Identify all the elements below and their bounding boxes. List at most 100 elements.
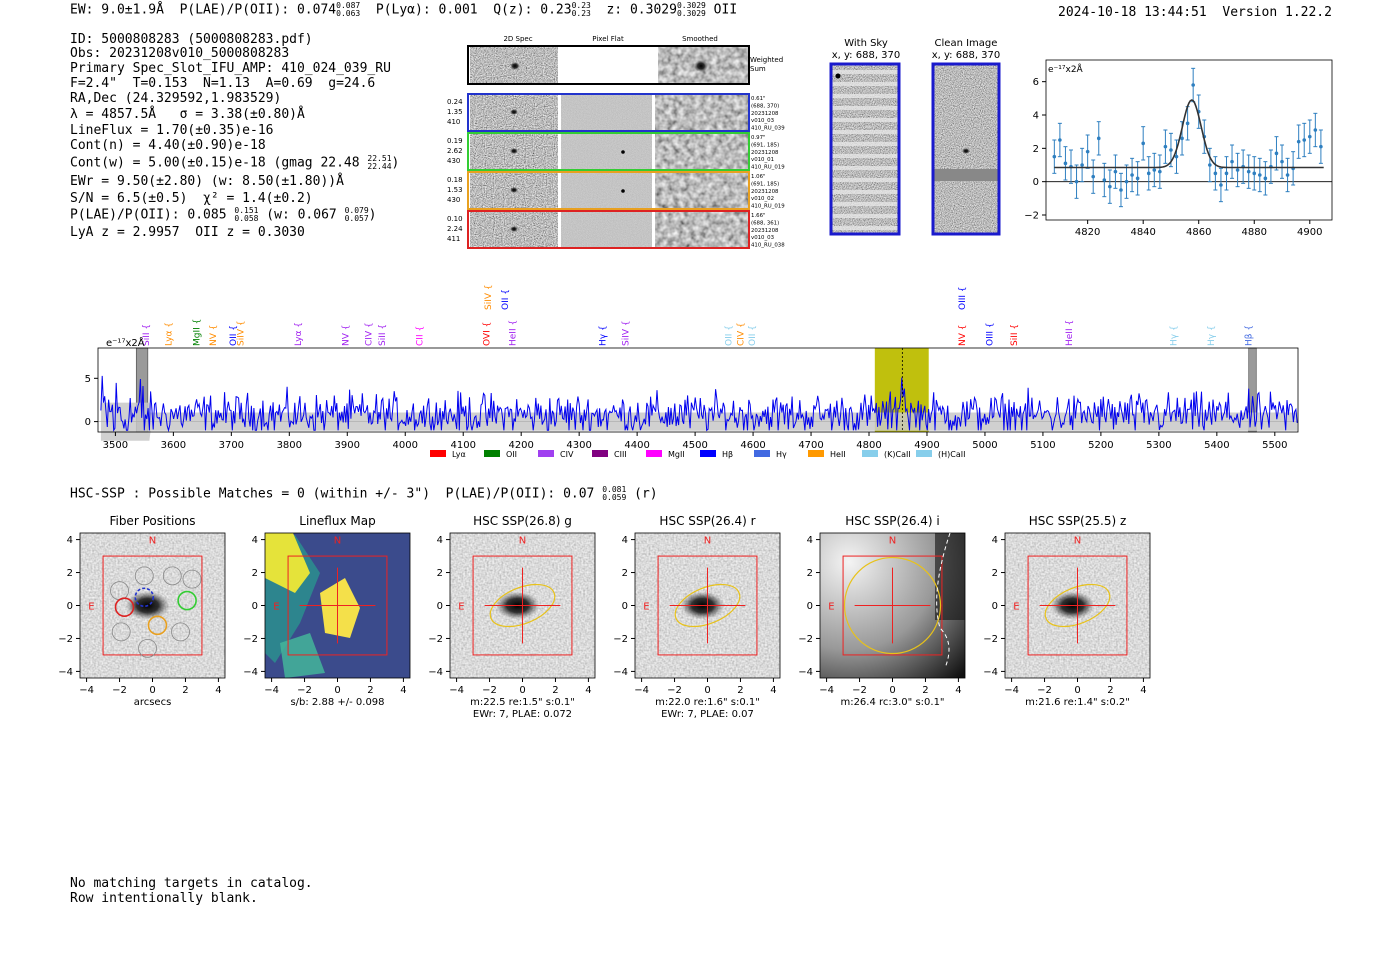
weighted-frame xyxy=(467,45,750,85)
data-point xyxy=(1307,119,1312,154)
point-marker xyxy=(1258,173,1262,177)
emission-line-label: SiIV { xyxy=(622,320,632,346)
emission-line-label: HeII { xyxy=(1065,320,1075,346)
aperture-ellipse xyxy=(674,583,741,628)
hsc-panel-3: HSC SSP(26.8) g N E −4 −4 −2 −2 0 0 2 2 4 4 m:22.5 re… xyxy=(428,514,596,720)
sky-line xyxy=(832,142,898,146)
row-right-info: 410_RU_019 xyxy=(751,165,785,171)
data-point xyxy=(1113,154,1118,189)
data-point xyxy=(1141,126,1146,161)
legend-label: Hγ xyxy=(776,450,787,459)
point-marker xyxy=(1058,138,1062,142)
point-marker xyxy=(1130,173,1134,177)
col-header-pixelflat: Pixel Flat xyxy=(592,35,624,43)
search-box xyxy=(842,555,943,656)
point-marker xyxy=(1074,179,1079,184)
y-tick-label: 4 xyxy=(807,535,813,546)
row-right-info: 20231208 xyxy=(751,111,779,117)
x-tick-label: 4 xyxy=(770,685,776,696)
data-point xyxy=(1230,144,1235,179)
x-tick-label: 4840 xyxy=(1130,227,1155,237)
x-tick-label: 5100 xyxy=(1030,440,1055,451)
sky-line xyxy=(832,130,898,134)
point-marker xyxy=(1146,171,1151,176)
flat-defect xyxy=(621,150,625,154)
cutout-frame xyxy=(467,93,750,132)
data-point xyxy=(1080,147,1085,183)
hsc-summary-bounds: 0.081 0.059 xyxy=(602,486,626,502)
emission-line-label: OIII { xyxy=(958,286,968,310)
row-left-stat: 0.18 xyxy=(447,176,463,184)
x-tick-label: 0 xyxy=(519,685,525,696)
data-point xyxy=(1191,67,1196,103)
y-tick-label: −4 xyxy=(428,667,443,678)
point-marker xyxy=(1274,151,1279,156)
full-spectrum-chart: SiII {Lyα {MgII {NV {OII {SiIV {Lyα {NV … xyxy=(85,284,1299,459)
x-tick-label: 4100 xyxy=(450,440,475,451)
y-tick-label: 0 xyxy=(67,601,73,612)
with-sky-xy: x, y: 688, 370 xyxy=(831,50,901,61)
cutout-gap xyxy=(558,94,561,131)
legend-label: CIV xyxy=(560,450,574,459)
info-plae-w: (w: 0.067 xyxy=(266,207,337,223)
y-tick-label: 0 xyxy=(85,417,91,428)
emission-line-label: OVI { xyxy=(482,322,492,346)
emission-line-label: MgII { xyxy=(193,319,203,346)
sky-line xyxy=(832,94,898,98)
emission-line-label: SiIV { xyxy=(237,320,247,346)
with-sky-image xyxy=(829,62,901,236)
data-point xyxy=(1168,132,1173,168)
flat-defect xyxy=(621,189,625,193)
panel-caption: arcsecs xyxy=(134,697,172,708)
cutout-flat xyxy=(561,94,652,131)
plae-lo: 0.063 xyxy=(336,9,361,18)
point-marker xyxy=(1080,163,1084,167)
spectrum-trace xyxy=(100,375,1298,433)
row-right-info: (688, 361) xyxy=(751,220,779,226)
legend-swatch xyxy=(808,450,824,457)
data-point xyxy=(1068,149,1073,184)
x-tick-label: 4900 xyxy=(914,440,939,451)
emission-line-label: SiII { xyxy=(142,324,152,346)
data-point xyxy=(1130,157,1135,193)
panel-title: Fiber Positions xyxy=(109,514,195,528)
point-marker xyxy=(1246,169,1251,174)
x-tick-label: −2 xyxy=(112,685,127,696)
north-marker: N xyxy=(704,536,711,547)
info-plae-bounds: 0.151 0.058 xyxy=(234,207,258,223)
x-tick-label: 0 xyxy=(704,685,710,696)
emission-line-label: SiII { xyxy=(1010,324,1020,346)
x-tick-label: 2 xyxy=(1107,685,1113,696)
point-marker xyxy=(1135,176,1140,181)
panel-title: HSC SSP(26.4) r xyxy=(659,514,755,528)
fiber-circle xyxy=(177,590,197,611)
row-source xyxy=(510,226,518,232)
y-tick-label: 2 xyxy=(992,568,998,579)
point-marker xyxy=(1052,154,1057,159)
weighted-source-smooth xyxy=(694,60,708,72)
row-left-stat: 2.24 xyxy=(447,225,463,233)
plae-value: 0.074 xyxy=(296,2,337,18)
panel-title: Lineflux Map xyxy=(299,514,375,528)
east-marker: E xyxy=(643,602,649,613)
info-plae-text: P(LAE)/P(OII): 0.085 xyxy=(70,207,227,223)
info-plae-w-lo: 0.057 xyxy=(344,214,369,223)
iband-dark xyxy=(935,533,965,620)
data-point xyxy=(1235,152,1240,188)
z-lo: 0.3029 xyxy=(676,9,706,18)
legend-item: Hβ xyxy=(700,450,733,459)
x-tick-label: 5200 xyxy=(1088,440,1113,451)
row-right-info: v010_01 xyxy=(751,157,774,163)
hsc-summary: HSC-SSP : Possible Matches = 0 (within +… xyxy=(70,486,658,502)
neighbor-contour xyxy=(936,532,951,669)
ew-value: EW: 9.0±1.9Å xyxy=(70,2,164,18)
legend-item: CIV xyxy=(538,450,574,459)
data-point xyxy=(1124,164,1129,199)
info-plae-w-bounds: 0.079 0.057 xyxy=(345,207,369,223)
y-tick-label: −4 xyxy=(58,667,73,678)
x-tick-label: 4 xyxy=(955,685,961,696)
emission-line-label: Hγ { xyxy=(1207,325,1217,346)
data-point xyxy=(1146,156,1151,191)
x-tick-label: 4 xyxy=(215,685,221,696)
info-plae-w-hi: 0.079 xyxy=(344,206,369,215)
